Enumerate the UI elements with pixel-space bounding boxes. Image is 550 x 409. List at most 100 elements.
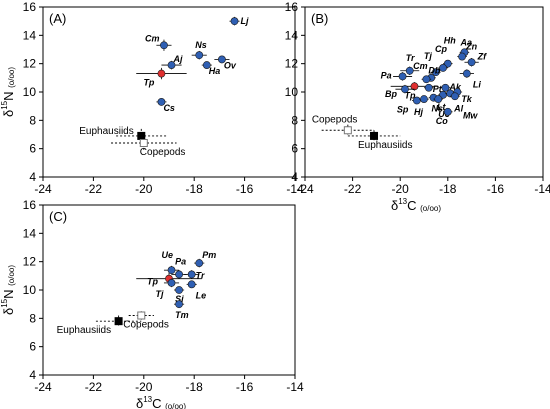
species-label: Hj — [414, 107, 423, 117]
reference-label: Copepods — [123, 320, 169, 331]
species-label: Cp — [435, 44, 447, 54]
reference-marker-copepods — [137, 311, 146, 320]
panel-label: (C) — [49, 209, 67, 224]
x-axis-label: δ13C (o/oo) — [391, 197, 441, 213]
species-label: Aj — [173, 54, 183, 64]
species-label: Le — [196, 290, 207, 300]
x-tick-label: -14 — [534, 182, 550, 196]
y-tick-label: 4 — [29, 170, 36, 184]
species-point-sp — [412, 96, 421, 105]
species-point-ue — [434, 95, 443, 103]
species-point-tr — [187, 270, 196, 279]
x-tick-label: -20 — [135, 380, 153, 394]
y-tick-label: 16 — [285, 0, 299, 14]
species-point-ha — [202, 61, 211, 69]
x-tick-label: -18 — [186, 380, 204, 394]
y-tick-label: 14 — [23, 226, 37, 240]
y-tick-label: 10 — [23, 283, 37, 297]
x-tick-label: -24 — [34, 380, 52, 394]
species-point-ns — [195, 51, 204, 60]
y-tick-label: 8 — [29, 311, 36, 325]
species-label: Tk — [461, 94, 472, 104]
species-label: Ak — [448, 82, 461, 92]
y-tick-label: 12 — [23, 57, 37, 71]
species-point-co — [443, 107, 452, 116]
species-point-pt — [424, 83, 433, 92]
species-label: Hh — [444, 36, 456, 46]
species-label: Tp — [404, 90, 415, 100]
species-label: Pm — [202, 250, 216, 260]
chart-panel-3: -24 -22 -20 -18 -16 -14 4 6 8 10 12 14 16 (C) δ13C (o/… — [0, 198, 304, 409]
y-axis-label: δ15N (o/oo) — [0, 67, 16, 117]
species-label: Pa — [175, 256, 186, 266]
species-point-mw — [451, 92, 459, 101]
y-tick-label: 6 — [291, 142, 298, 156]
species-point-le — [187, 280, 196, 289]
species-label: Sj — [175, 294, 184, 304]
species-point-ov — [218, 55, 226, 64]
species-label: Ue — [438, 109, 450, 119]
x-tick-label: -24 — [296, 182, 314, 196]
x-tick-label: -18 — [439, 182, 457, 196]
x-tick-label: -24 — [34, 182, 52, 196]
species-label: Tm — [175, 310, 189, 320]
y-tick-label: 16 — [23, 0, 37, 14]
species-point-cm — [160, 41, 168, 50]
species-point-bp — [401, 85, 409, 94]
species-point-pa — [398, 72, 407, 81]
species-point-aj — [167, 61, 176, 69]
x-tick-label: -16 — [236, 182, 254, 196]
x-tick-label: -16 — [236, 380, 254, 394]
species-label: Tj — [156, 289, 164, 299]
x-tick-label: -16 — [487, 182, 505, 196]
y-tick-label: 10 — [23, 85, 37, 99]
x-tick-label: -22 — [344, 182, 362, 196]
species-point-pm — [195, 259, 204, 267]
species-point-tp — [157, 69, 166, 78]
x-axis-label: δ13C (o/oo) — [136, 395, 186, 409]
x-tick-label: -20 — [392, 182, 410, 196]
species-label: Tp — [147, 277, 158, 287]
species-label: Cm — [413, 61, 428, 71]
species-label: Lt — [437, 102, 446, 112]
y-tick-label: 12 — [285, 57, 299, 71]
y-axis-label: δ15N (o/oo) — [0, 265, 16, 315]
species-label: Sp — [397, 105, 409, 115]
y-tick-label: 14 — [23, 28, 37, 42]
species-point-tp — [410, 82, 419, 91]
species-label: Pa — [381, 70, 392, 80]
species-point-hj — [420, 95, 428, 103]
y-tick-label: 12 — [23, 255, 37, 269]
x-tick-label: -20 — [135, 182, 153, 196]
x-tick-label: -14 — [286, 182, 304, 196]
species-point-li — [462, 69, 471, 78]
species-label: Tr — [406, 53, 415, 63]
x-tick-label: -22 — [85, 380, 103, 394]
species-label: Ns — [432, 104, 444, 114]
species-point-tj — [167, 279, 176, 287]
plot-frame — [42, 204, 296, 376]
y-tick-label: 16 — [23, 198, 37, 212]
species-label: Db — [428, 65, 440, 75]
species-point-zf — [467, 58, 476, 67]
species-point-tm — [175, 300, 183, 309]
species-point-ue — [167, 266, 176, 275]
species-label: Zf — [477, 51, 487, 61]
species-point-cp — [439, 64, 447, 72]
species-label: Pt — [433, 84, 443, 94]
species-point-pa — [175, 270, 183, 279]
reference-marker-copepods — [343, 126, 352, 135]
x-tick-label: -22 — [85, 182, 103, 196]
species-label: Tr — [196, 270, 205, 280]
y-tick-label: 8 — [29, 113, 36, 127]
species-label: Cs — [163, 103, 175, 113]
y-tick-label: 4 — [291, 170, 298, 184]
species-label: Zn — [465, 42, 477, 52]
species-point-ak — [441, 83, 450, 92]
species-point-zn — [458, 52, 466, 61]
species-label: Bp — [385, 89, 397, 99]
species-label: Ns — [195, 40, 207, 50]
species-label: Ha — [209, 66, 221, 76]
y-tick-label: 14 — [285, 28, 299, 42]
